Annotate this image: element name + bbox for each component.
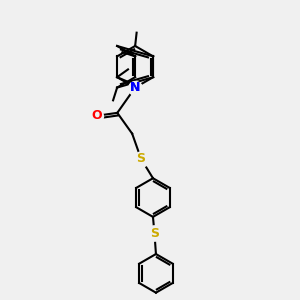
Text: S: S	[136, 152, 146, 165]
Text: N: N	[130, 81, 140, 94]
Text: O: O	[91, 109, 102, 122]
Text: S: S	[150, 227, 159, 240]
Text: N: N	[130, 81, 140, 94]
